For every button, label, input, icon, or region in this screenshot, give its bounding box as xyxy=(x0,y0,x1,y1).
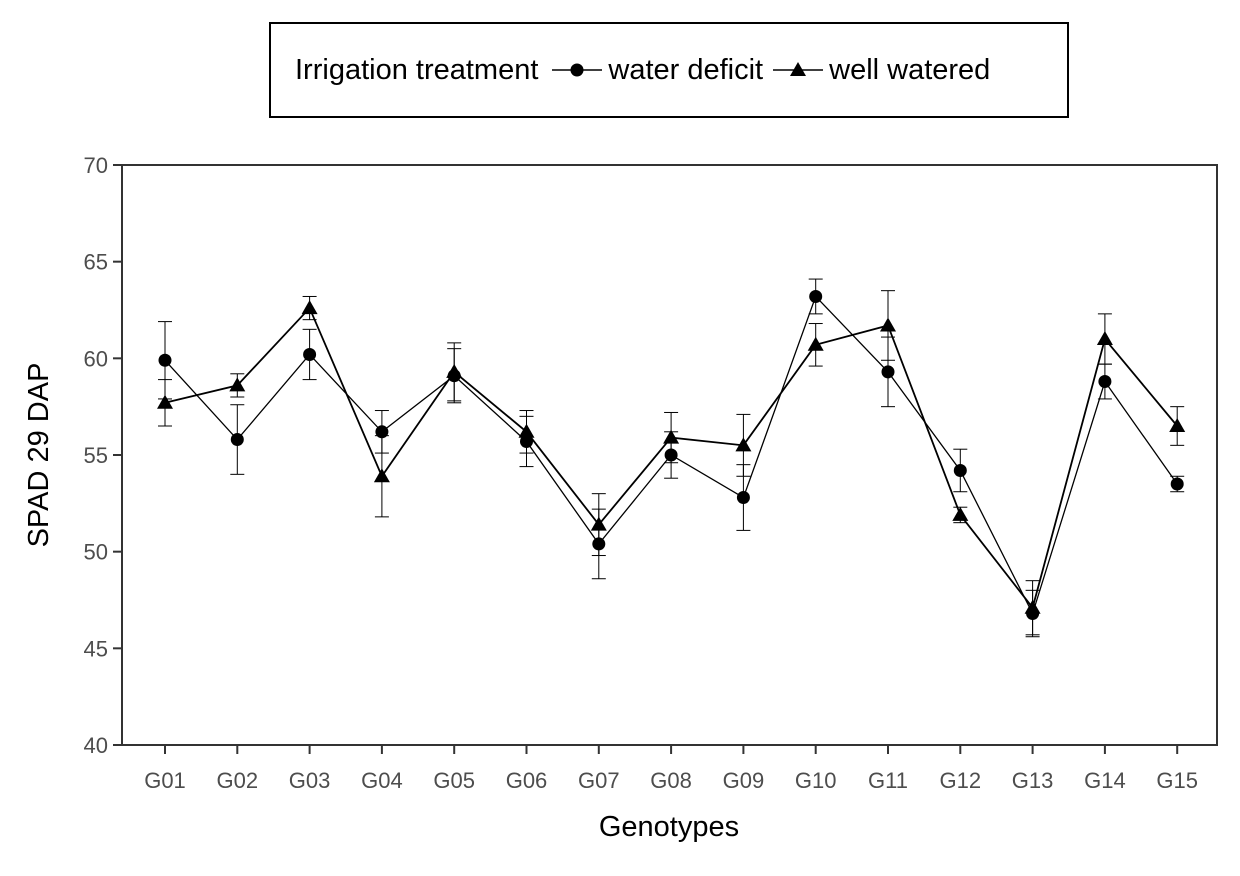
point-water-deficit xyxy=(1170,477,1184,491)
x-tick-label: G09 xyxy=(723,768,765,793)
x-tick-label: G08 xyxy=(650,768,692,793)
y-tick-label: 70 xyxy=(84,153,108,178)
point-water-deficit xyxy=(230,433,244,447)
x-axis-title: Genotypes xyxy=(599,811,739,843)
point-water-deficit xyxy=(303,347,317,361)
legend-item-well-watered: well watered xyxy=(773,54,990,87)
point-well-watered xyxy=(1024,599,1041,614)
x-tick-label: G12 xyxy=(940,768,982,793)
point-well-watered xyxy=(373,468,390,483)
y-tick-label: 60 xyxy=(84,346,108,371)
point-water-deficit xyxy=(158,353,172,367)
legend-label-well-watered: well watered xyxy=(829,53,991,86)
y-tick-label: 65 xyxy=(84,250,108,275)
legend-title: Irrigation treatment xyxy=(295,53,539,86)
y-tick-label: 50 xyxy=(84,540,108,565)
point-well-watered xyxy=(229,377,246,392)
point-well-watered xyxy=(880,317,896,332)
x-tick-label: G02 xyxy=(217,768,259,793)
point-well-watered xyxy=(518,423,535,438)
point-well-watered xyxy=(1096,331,1113,345)
plot-area: 40 45 50 55 60 65 70 G01 G02 G03 G04 G05 G06 G07 G08 G0… xyxy=(84,153,1218,793)
x-tick-label: G04 xyxy=(361,768,403,793)
legend-item-water-deficit: water deficit xyxy=(552,54,763,87)
point-well-watered xyxy=(952,506,969,521)
x-tick-label: G03 xyxy=(289,768,331,793)
legend-key-triangle-icon xyxy=(773,62,824,76)
x-tick-label: G05 xyxy=(433,768,475,793)
legend-key-circle-icon xyxy=(552,63,603,77)
point-water-deficit xyxy=(881,365,895,379)
point-water-deficit xyxy=(953,463,967,477)
point-water-deficit xyxy=(1098,375,1112,389)
x-tick-label: G15 xyxy=(1156,768,1198,793)
point-well-watered xyxy=(446,363,463,378)
x-tick-label: G06 xyxy=(506,768,548,793)
point-water-deficit xyxy=(375,425,389,439)
x-tick-label: G13 xyxy=(1012,768,1054,793)
point-well-watered xyxy=(663,429,680,444)
y-tick-label: 40 xyxy=(84,733,108,758)
point-water-deficit xyxy=(809,289,823,303)
point-well-watered xyxy=(301,300,318,315)
x-tick-label: G07 xyxy=(578,768,620,793)
x-tick-label: G10 xyxy=(795,768,837,793)
x-tick-label: G01 xyxy=(144,768,186,793)
x-tick-label: G11 xyxy=(868,768,908,793)
point-well-watered xyxy=(735,437,752,452)
legend-label-water-deficit: water deficit xyxy=(608,53,764,86)
y-tick-label: 55 xyxy=(84,443,108,468)
legend: Irrigation treatment water deficit well … xyxy=(269,22,1069,118)
point-well-watered xyxy=(807,336,824,351)
x-tick-label: G14 xyxy=(1084,768,1126,793)
point-well-watered xyxy=(157,394,173,409)
point-water-deficit xyxy=(736,491,750,505)
y-axis-title: SPAD 29 DAP xyxy=(23,363,55,548)
y-tick-label: 45 xyxy=(84,636,108,661)
point-well-watered xyxy=(1169,418,1186,432)
point-well-watered xyxy=(590,516,607,531)
